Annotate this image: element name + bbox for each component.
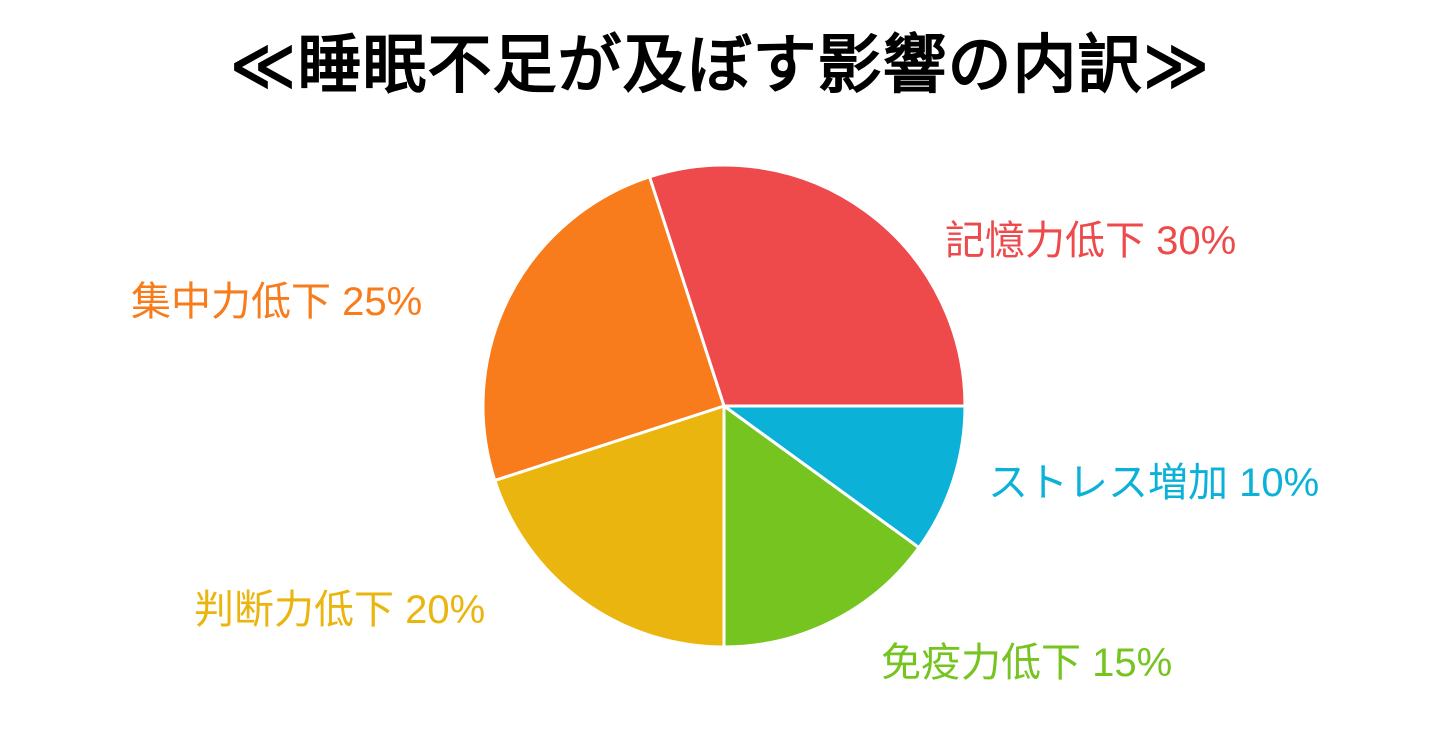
- pie-slice-4: [481, 175, 726, 482]
- slice-label-concentration-decline: 集中力低下 25%: [131, 280, 423, 324]
- pie-slice-0: [648, 163, 967, 408]
- chart-title: ≪睡眠不足が及ぼす影響の内訳≫: [229, 29, 1211, 101]
- slice-label-memory-decline: 記憶力低下 30%: [945, 219, 1237, 263]
- pie-slice-3: [493, 404, 726, 649]
- slice-label-judgment-decline: 判断力低下 20%: [194, 588, 486, 632]
- pie-slice-2: [722, 404, 921, 649]
- slice-label-immunity-decline: 免疫力低下 15%: [881, 641, 1173, 685]
- slice-label-stress-increase: ストレス増加 10%: [988, 461, 1320, 505]
- pie-slice-1: [722, 404, 967, 550]
- pie-chart: [481, 163, 967, 649]
